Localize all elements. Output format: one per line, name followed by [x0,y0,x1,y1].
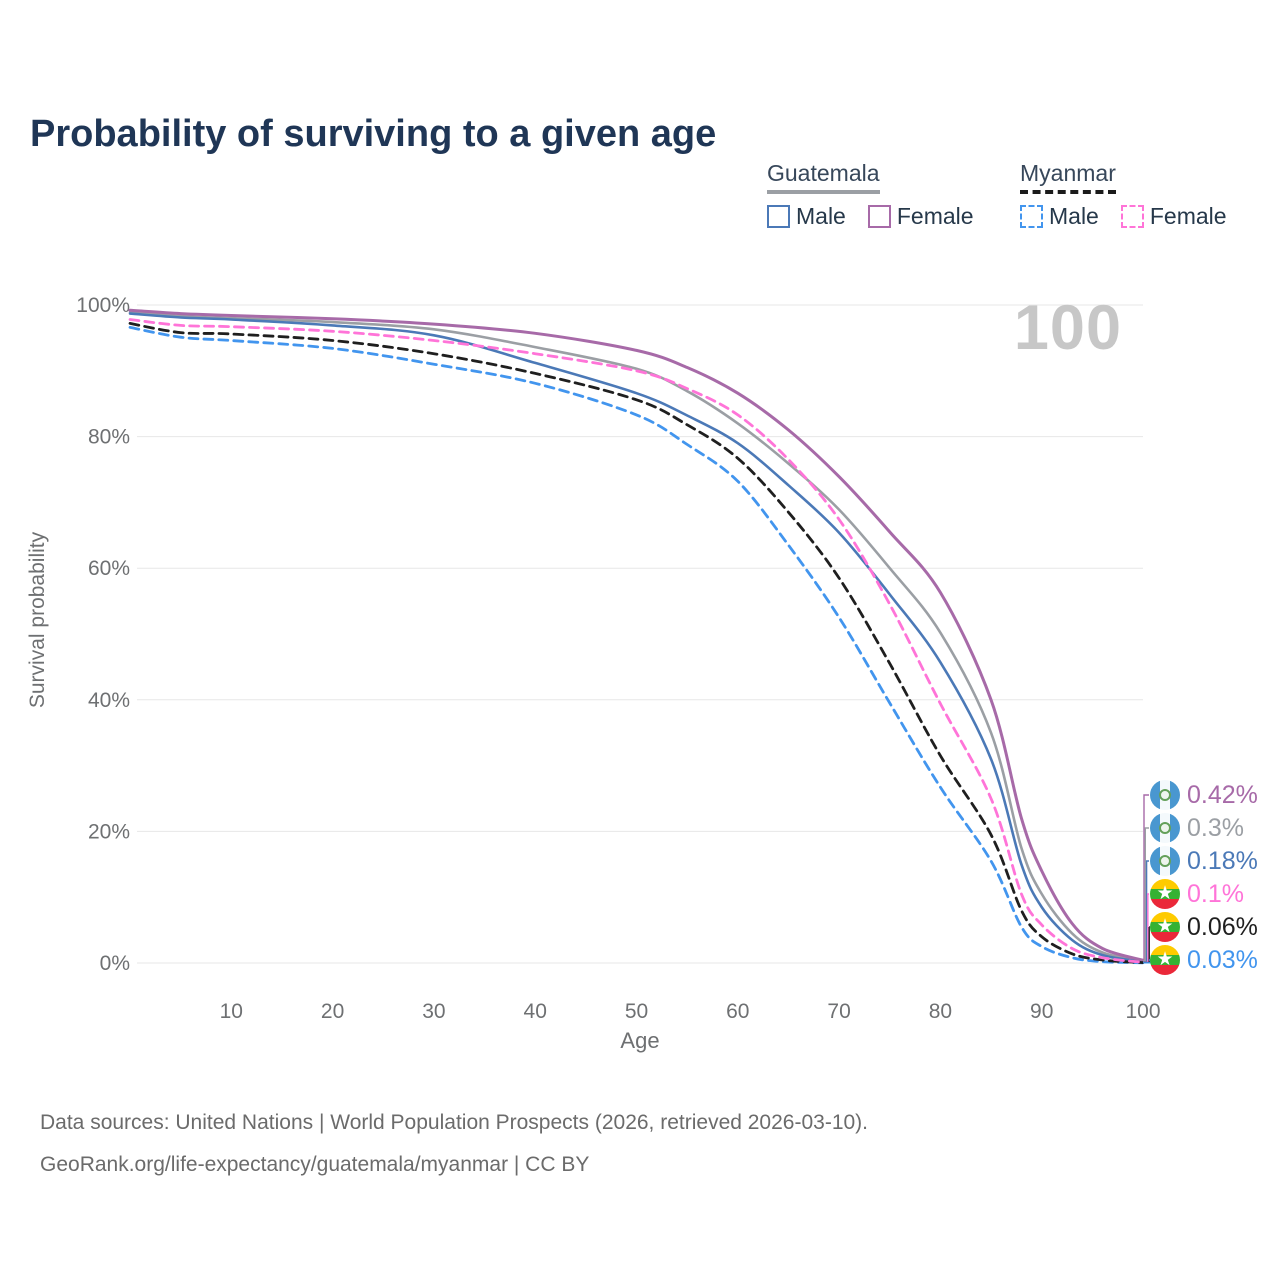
series-line-myanmar-all[interactable] [128,322,1145,964]
footer-attribution: GeoRank.org/life-expectancy/guatemala/my… [40,1153,590,1176]
y-tick-label: 100% [76,294,130,317]
guatemala-male-swatch-icon [767,205,790,228]
legend-item-myanmar-female[interactable]: Female [1120,203,1227,230]
series-line-guatemala-all[interactable] [128,310,1145,963]
myanmar-flag-icon: ★ [1150,879,1180,909]
end-label-myanmar-female: ★ 0.1% [1150,877,1244,911]
end-label-guatemala-male: 0.18% [1150,844,1258,878]
end-label-connector [1143,827,1149,962]
x-tick-label: 100 [1125,1000,1160,1023]
myanmar-star-icon: ★ [1156,883,1174,904]
guatemala-emblem-icon [1159,789,1171,801]
end-label-myanmar-male: ★ 0.03% [1150,943,1258,977]
end-label-myanmar-all: ★ 0.06% [1150,910,1258,944]
x-axis-label: Age [620,1028,659,1053]
myanmar-male-swatch-icon [1020,205,1043,228]
x-tick-label: 10 [220,1000,243,1023]
end-label-connector [1143,794,1149,961]
series-line-guatemala-female[interactable] [128,308,1145,962]
guatemala-flag-icon [1150,780,1180,810]
end-label-value: 0.18% [1187,846,1258,875]
y-tick-label: 0% [100,952,130,975]
footer-sources: Data sources: United Nations | World Pop… [40,1111,869,1134]
x-tick-label: 90 [1030,1000,1053,1023]
legend-country-myanmar[interactable]: Myanmar [1020,160,1116,194]
myanmar-flag-icon: ★ [1150,945,1180,975]
series-line-myanmar-female[interactable] [128,318,1145,964]
legend-item-guatemala-female[interactable]: Female [867,203,974,230]
footer: Data sources: United Nations | World Pop… [40,1102,868,1186]
legend-item-label: Male [1049,203,1099,229]
end-label-value: 0.42% [1187,780,1258,809]
guatemala-emblem-icon [1159,822,1171,834]
end-label-value: 0.03% [1187,945,1258,974]
guatemala-flag-icon [1150,846,1180,876]
x-tick-label: 20 [321,1000,344,1023]
y-tick-label: 80% [88,426,130,449]
series-line-myanmar-male[interactable] [128,326,1145,965]
legend-item-label: Female [1149,203,1227,229]
legend-country-guatemala[interactable]: Guatemala [767,160,880,194]
x-tick-label: 80 [929,1000,952,1023]
myanmar-female-swatch-icon [1120,205,1144,228]
myanmar-star-icon: ★ [1156,949,1174,970]
guatemala-female-swatch-icon [867,205,891,228]
x-tick-label: 40 [524,1000,547,1023]
y-axis-label: Survival probability [26,531,49,708]
end-label-value: 0.1% [1187,879,1244,908]
myanmar-star-icon: ★ [1156,916,1174,937]
x-tick-label: 50 [625,1000,648,1023]
x-tick-label: 60 [726,1000,749,1023]
legend-item-label: Female [896,203,974,229]
legend-item-label: Male [796,203,846,229]
guatemala-flag-icon [1150,813,1180,843]
x-tick-label: 30 [422,1000,445,1023]
myanmar-flag-icon: ★ [1150,912,1180,942]
end-label-guatemala-female: 0.42% [1150,778,1258,812]
legend-group-myanmar: Myanmar Male Female [1020,160,1227,230]
end-label-guatemala-all: 0.3% [1150,811,1244,845]
page-title: Probability of surviving to a given age [30,113,717,156]
end-label-value: 0.3% [1187,813,1244,842]
y-tick-label: 40% [88,689,130,712]
x-tick-label: 70 [827,1000,850,1023]
y-tick-label: 60% [88,557,130,580]
legend-item-guatemala-male[interactable]: Male [767,203,846,230]
y-tick-label: 20% [88,820,130,843]
series-line-guatemala-male[interactable] [128,312,1145,964]
end-label-value: 0.06% [1187,912,1258,941]
hover-age-watermark: 100 [1013,293,1122,363]
legend-item-myanmar-male[interactable]: Male [1020,203,1099,230]
guatemala-emblem-icon [1159,855,1171,867]
legend-group-guatemala: Guatemala Male Female [767,160,974,230]
